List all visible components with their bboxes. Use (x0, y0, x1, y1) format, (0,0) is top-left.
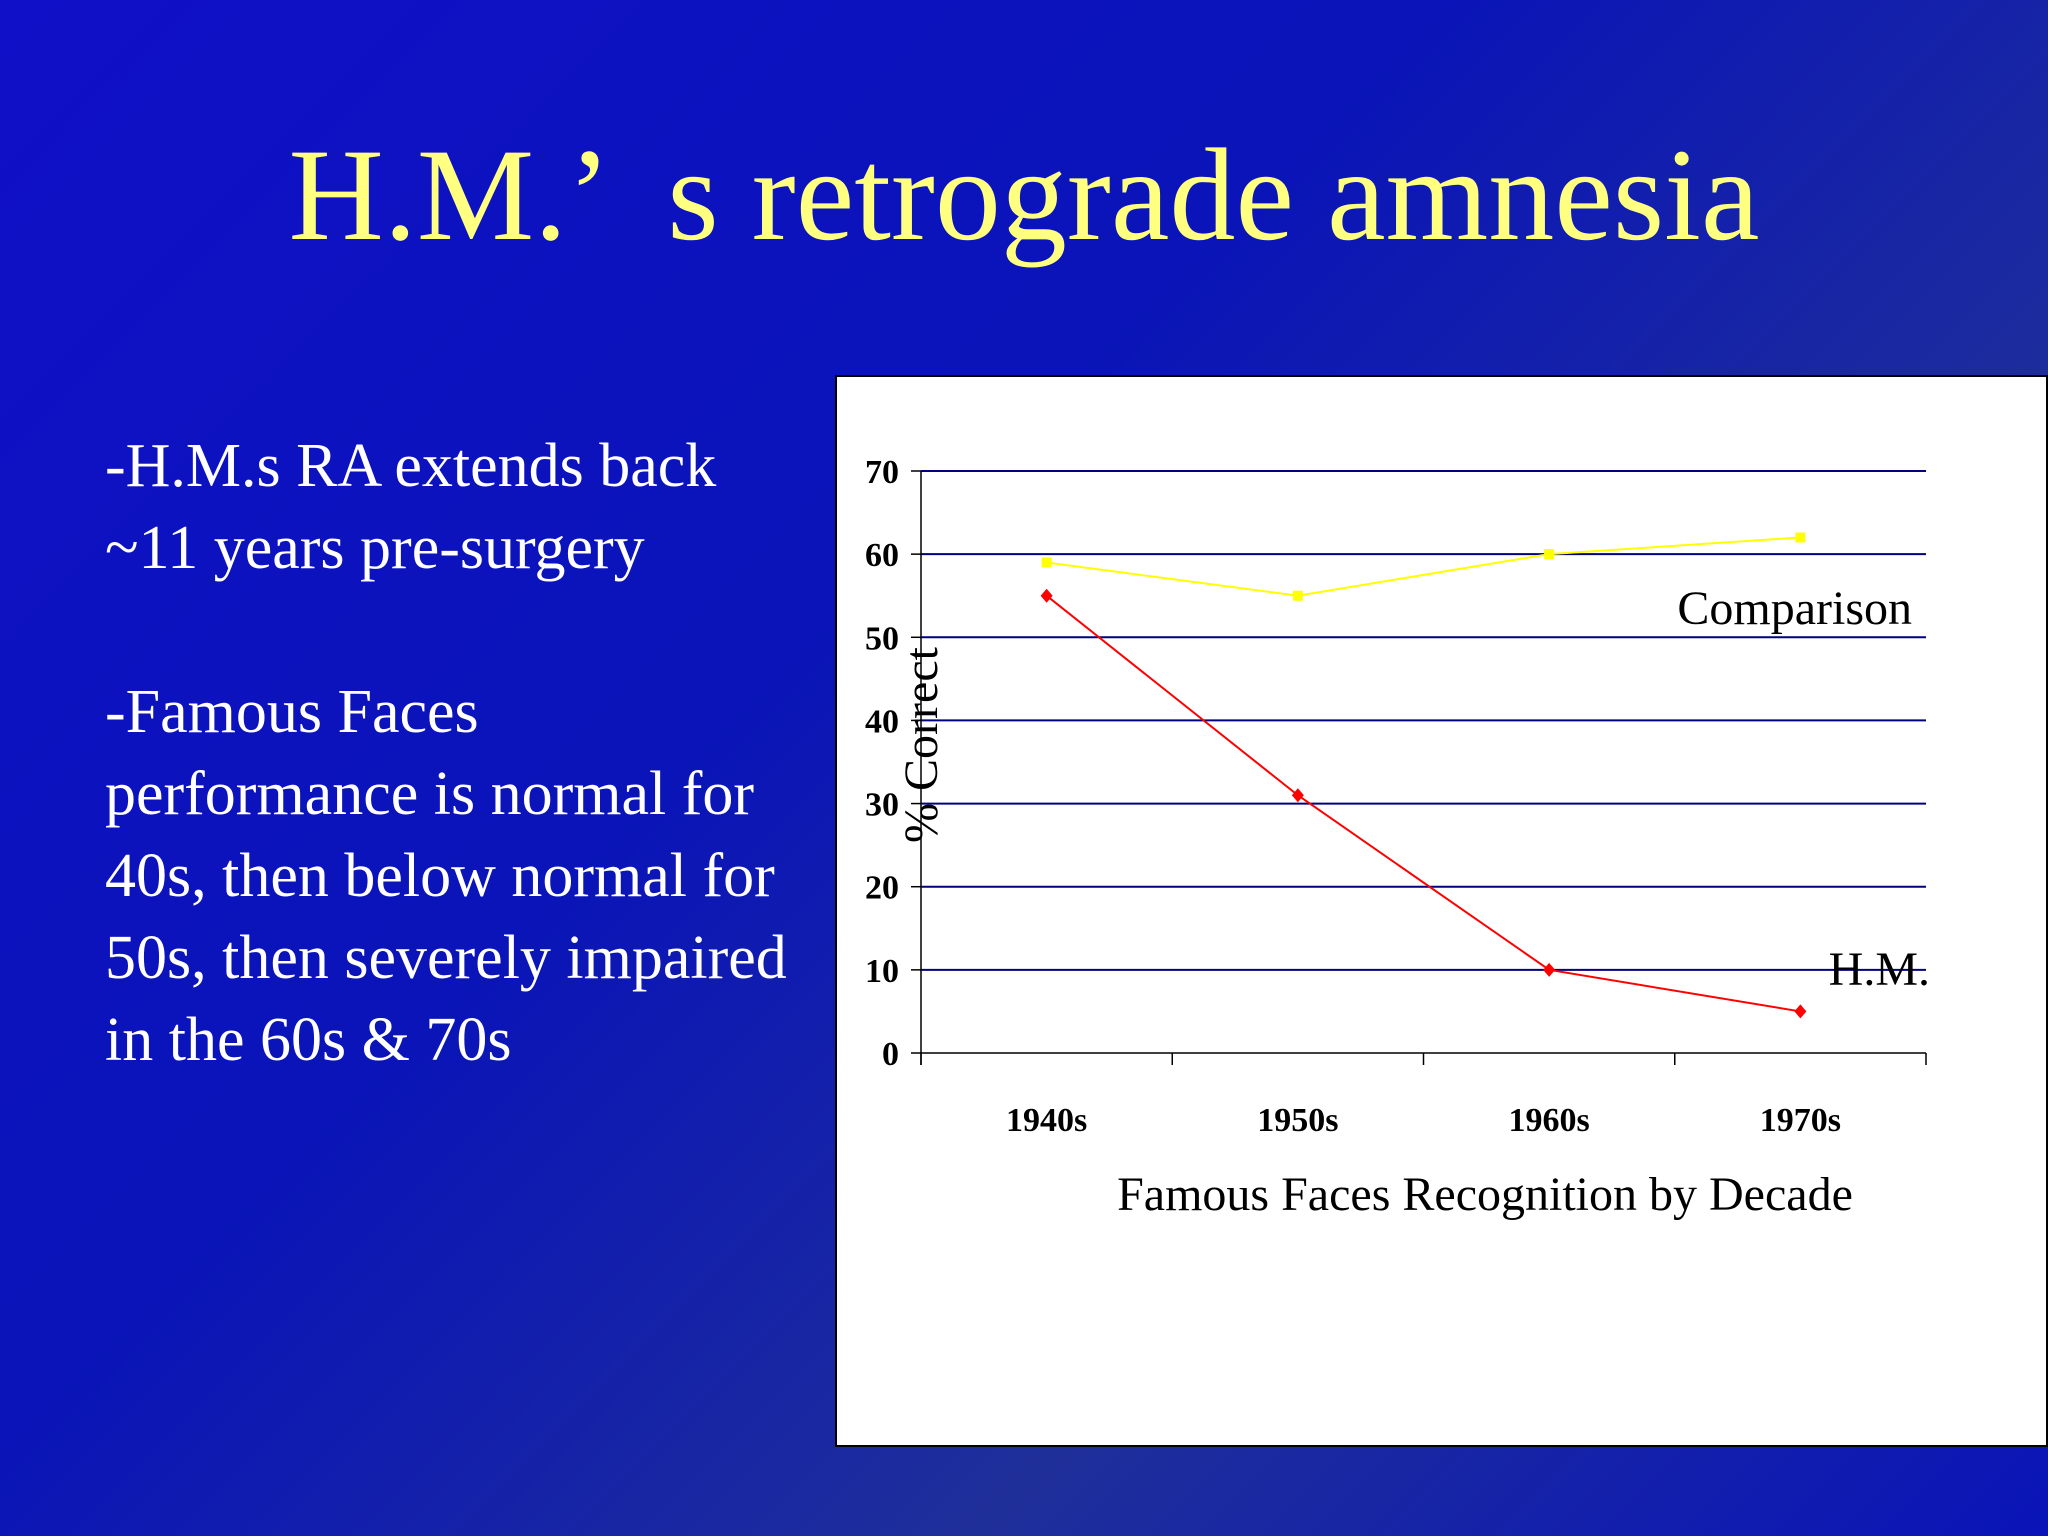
series-label-hm: H.M. (1829, 943, 1930, 996)
x-axis-title: Famous Faces Recognition by Decade (1117, 1168, 1853, 1221)
slide-title: H.M.’ s retrograde amnesia (288, 121, 1760, 268)
data-point-comparison (1795, 532, 1806, 543)
line-chart: 0 10 20 30 40 50 60 70 1940s 1950s 1960s 1970s % C… (865, 454, 1930, 1221)
bullet-ra-extent: -H.M.s RA extends back ~11 years pre-sur… (105, 432, 717, 582)
series-label-comparison: Comparison (1677, 582, 1912, 635)
series-lines (1040, 532, 1807, 1019)
x-tick-label: 1940s (1006, 1102, 1087, 1139)
x-tick-labels: 1940s 1950s 1960s 1970s (1006, 1102, 1841, 1139)
x-tick-label: 1950s (1257, 1102, 1338, 1139)
y-tick-label: 20 (865, 870, 899, 907)
y-tick-label: 0 (882, 1036, 899, 1073)
x-tick-label: 1960s (1509, 1102, 1590, 1139)
y-tick-label: 40 (865, 703, 899, 740)
data-point-comparison (1544, 549, 1555, 560)
data-point-h-m (1794, 1004, 1807, 1019)
y-tick-label: 30 (865, 787, 899, 824)
data-point-h-m (1291, 788, 1304, 803)
y-tick-label: 60 (865, 537, 899, 574)
bullet-list: -H.M.s RA extends back ~11 years pre-sur… (105, 425, 805, 1163)
data-point-comparison (1292, 590, 1303, 601)
x-tick-label: 1970s (1760, 1102, 1841, 1139)
chart-panel: 0 10 20 30 40 50 60 70 1940s 1950s 1960s 1970s % C… (835, 375, 2048, 1447)
data-point-h-m (1040, 588, 1053, 603)
y-tick-labels: 0 10 20 30 40 50 60 70 (865, 454, 899, 1073)
axes (911, 470, 1927, 1065)
series-line-comparison (1046, 536, 1801, 597)
gridlines (921, 470, 1926, 971)
data-point-comparison (1041, 557, 1052, 568)
y-axis-title: % Correct (895, 646, 948, 843)
y-tick-label: 10 (865, 953, 899, 990)
series-line-h-m (1046, 594, 1801, 1013)
bullet-famous-faces: -Famous Faces performance is normal for … (105, 678, 787, 1074)
data-point-h-m (1543, 962, 1556, 977)
y-tick-label: 70 (865, 454, 899, 491)
y-tick-label: 50 (865, 620, 899, 657)
